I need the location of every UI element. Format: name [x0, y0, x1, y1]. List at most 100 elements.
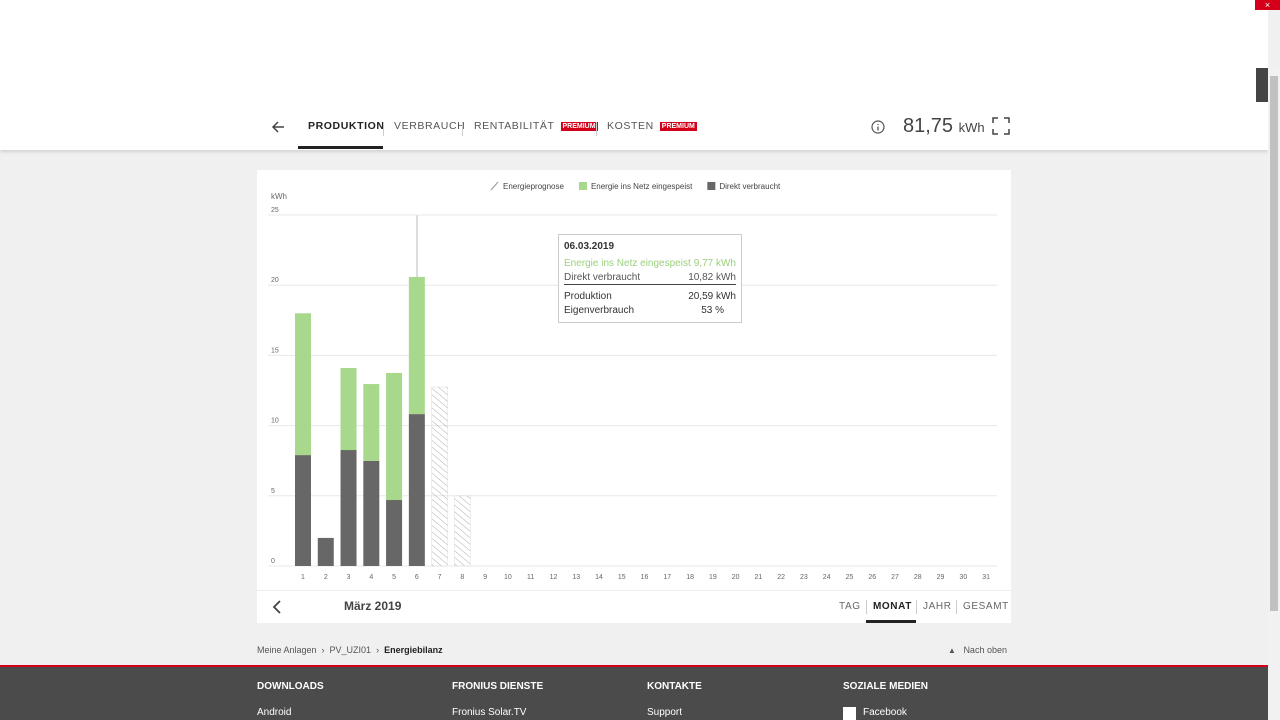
- chart-card: kWh 0 5 10 15 20 25 Energieprognose Energie ins …: [257, 170, 1011, 590]
- x-tick-label: 3: [347, 574, 351, 581]
- legend-label: Direkt verbraucht: [719, 182, 781, 191]
- tooltip-date: 06.03.2019: [564, 241, 615, 252]
- y-axis-label: kWh: [271, 192, 287, 201]
- tooltip-value: 10,82 kWh: [688, 272, 736, 283]
- x-tick-label: 18: [686, 574, 694, 581]
- bar-segment: [408, 414, 425, 566]
- breadcrumb: Meine Anlagen › PV_UZI01 › Energiebilanz: [257, 645, 443, 655]
- y-tick-label: 5: [271, 488, 275, 495]
- tooltip-row: Energie ins Netz eingespeist 9,77 kWh: [564, 257, 736, 271]
- separator: [916, 600, 917, 614]
- x-tick-label: 7: [438, 574, 442, 581]
- bar-segment: [363, 460, 380, 566]
- footer-link[interactable]: Android: [257, 707, 292, 718]
- x-tick-label: 15: [618, 574, 626, 581]
- y-tick-label: 10: [271, 418, 279, 425]
- bar-segment: [454, 495, 471, 567]
- separator: [866, 600, 867, 614]
- tab-underline: [298, 146, 383, 149]
- x-tick-label: 23: [800, 574, 808, 581]
- x-tick-label: 10: [504, 574, 512, 581]
- separator: [956, 600, 957, 614]
- tab-label: KOSTEN: [607, 120, 654, 132]
- tab-label: RENTABILITÄT: [474, 120, 555, 132]
- tab-label: PRODUKTION: [308, 120, 385, 132]
- tooltip-label: Energie ins Netz eingespeist: [564, 258, 691, 269]
- breadcrumb-item: Energiebilanz: [384, 645, 443, 655]
- total-value: 81,75: [903, 115, 954, 137]
- badge: PREMIUM: [659, 122, 697, 131]
- y-tick-label: 25: [271, 207, 279, 214]
- bar-segment: [408, 276, 425, 415]
- top-blank: [0, 0, 1268, 108]
- bar-segment: [340, 450, 357, 566]
- prev-arrow[interactable]: [271, 599, 283, 615]
- y-tick-label: 0: [271, 558, 275, 565]
- back-to-top-label: Nach oben: [963, 645, 1007, 655]
- back-to-top[interactable]: ▲ Nach oben: [948, 645, 1007, 655]
- x-tick-label: 28: [914, 574, 922, 581]
- total-unit: kWh: [958, 120, 985, 135]
- tab-label: VERBRAUCH: [394, 120, 466, 132]
- x-tick-label: 6: [415, 574, 419, 581]
- x-tick-label: 14: [595, 574, 603, 581]
- x-tick-label: 27: [891, 574, 899, 581]
- tooltip-label: Produktion: [564, 291, 612, 302]
- tab[interactable]: KOSTEN PREMIUM: [607, 120, 697, 132]
- x-tick-label: 26: [868, 574, 876, 581]
- period-option[interactable]: GESAMT: [963, 601, 1009, 612]
- tab[interactable]: VERBRAUCH: [394, 120, 465, 132]
- tab[interactable]: PRODUKTION: [308, 120, 385, 132]
- breadcrumb-item[interactable]: Meine Anlagen: [257, 645, 317, 655]
- footer-heading: DOWNLOADS: [257, 681, 324, 692]
- info-icon[interactable]: [870, 119, 886, 135]
- y-tick-label: 15: [271, 347, 279, 354]
- period-nav: März 2019 TAG MONAT JAHR GESAMT: [257, 590, 1011, 623]
- bar-segment: [340, 368, 357, 451]
- y-tick-label: 20: [271, 277, 279, 284]
- period-label: März 2019: [344, 599, 402, 613]
- tooltip-row: Eigenverbrauch 53 %: [564, 304, 736, 318]
- tooltip-label: Direkt verbraucht: [564, 272, 641, 283]
- bar-segment: [317, 537, 334, 566]
- period-option[interactable]: TAG: [839, 601, 861, 612]
- tooltip-value: 9,77 kWh: [693, 258, 736, 269]
- footer-link[interactable]: Facebook: [863, 707, 907, 718]
- close-button[interactable]: ×: [1255, 0, 1280, 10]
- x-tick-label: 13: [572, 574, 580, 581]
- period-underline: [866, 620, 916, 623]
- footer-heading: KONTAKTE: [647, 681, 702, 692]
- footer-link[interactable]: Support: [647, 707, 683, 718]
- badge: PREMIUM: [560, 122, 598, 131]
- fullscreen-icon[interactable]: [992, 117, 1010, 135]
- x-tick-label: 12: [550, 574, 558, 581]
- x-tick-label: 29: [937, 574, 945, 581]
- period-option[interactable]: JAHR: [923, 601, 952, 612]
- scrollbar: [1268, 68, 1280, 720]
- bar-segment: [431, 386, 448, 567]
- x-tick-label: 22: [777, 574, 785, 581]
- tab[interactable]: RENTABILITÄT PREMIUM: [474, 120, 598, 132]
- x-tick-label: 4: [369, 574, 373, 581]
- legend-label: Energie ins Netz eingespeist: [591, 182, 693, 191]
- x-tick-label: 5: [392, 574, 396, 581]
- tooltip-value: 53 %: [701, 305, 724, 316]
- footer-link[interactable]: Fronius Solar.TV: [452, 707, 527, 718]
- tooltip-row: Produktion 20,59 kWh: [564, 290, 736, 304]
- x-tick-label: 25: [846, 574, 854, 581]
- bar-segment: [363, 384, 380, 461]
- facebook-icon: [843, 707, 856, 720]
- period-option[interactable]: MONAT: [873, 601, 912, 612]
- legend-swatch: [707, 182, 716, 190]
- breadcrumb-item[interactable]: PV_UZI01: [329, 645, 372, 655]
- x-tick-label: 16: [641, 574, 649, 581]
- x-tick-label: 1: [301, 574, 305, 581]
- tooltip-label: Eigenverbrauch: [564, 305, 635, 316]
- back-arrow[interactable]: [270, 119, 286, 135]
- x-tick-label: 30: [959, 574, 967, 581]
- legend-swatch: [490, 181, 499, 191]
- x-tick-label: 11: [527, 574, 534, 581]
- separator: [383, 122, 384, 136]
- x-tick-label: 19: [709, 574, 717, 581]
